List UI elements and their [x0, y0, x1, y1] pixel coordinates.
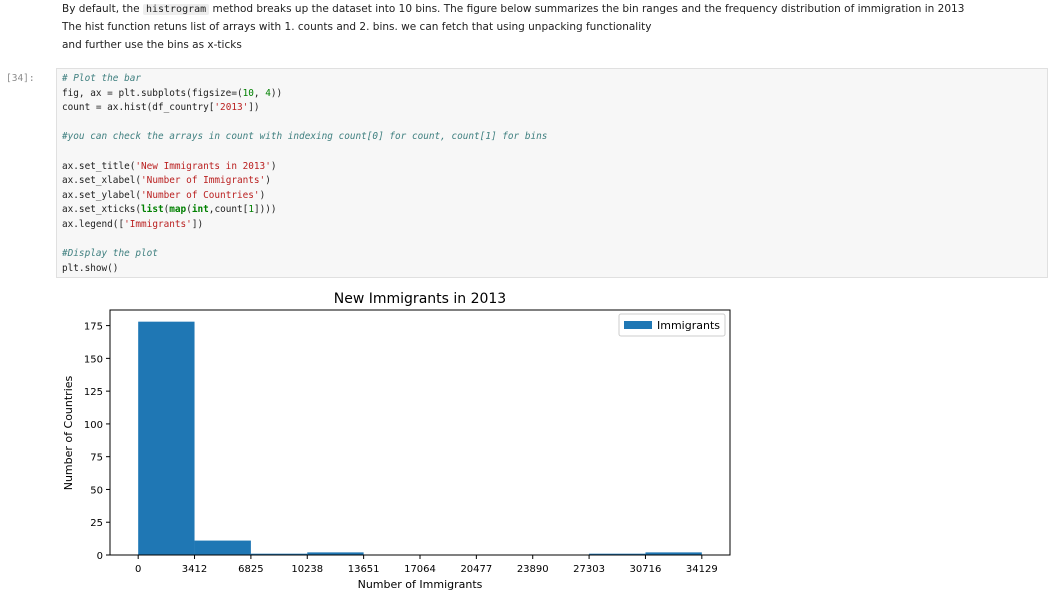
x-tick-label: 3412: [182, 564, 207, 575]
code-token: 1: [248, 204, 254, 216]
code-token: 'Number of Countries': [141, 189, 260, 201]
legend-frame: [618, 313, 726, 337]
x-tick-label: 17064: [404, 564, 436, 575]
histogram-chart: New Immigrants in 2013 0 25 50 75 100 125 150 1…: [62, 291, 731, 591]
y-tick-label: 75: [90, 453, 103, 464]
code-token: ax.legend([: [62, 218, 125, 230]
x-tick-label: 0: [135, 564, 141, 575]
markdown-line-1: By default, the histrogram method breaks…: [62, 0, 1022, 18]
code-token: list: [141, 204, 164, 216]
code-token: ,count[: [208, 204, 249, 216]
code-token: ax.set_ylabel(: [62, 189, 142, 201]
x-tick-label: 27303: [573, 564, 605, 575]
code-token: 10: [242, 87, 254, 99]
legend-label: Immigrants: [657, 319, 720, 332]
code-line: ax.set_xlabel('Number of Immigrants'): [62, 174, 547, 189]
code-token: '2013': [214, 102, 249, 114]
code-token: int: [191, 204, 209, 216]
histogram-bar: [194, 540, 251, 555]
code-token: ,: [253, 87, 266, 99]
code-line: ax.set_title('New Immigrants in 2013'): [62, 160, 547, 175]
code-line: count = ax.hist(df_country['2013']): [62, 101, 547, 116]
code-token: 'New Immigrants in 2013': [135, 160, 271, 172]
x-tick-label: 23890: [517, 564, 549, 575]
markdown-cell: By default, the histrogram method breaks…: [62, 0, 1022, 54]
code-line: [62, 233, 547, 248]
code-token: ax.set_xlabel(: [62, 175, 142, 187]
histogram-bar: [589, 553, 646, 555]
code-token: ax.set_title(: [62, 160, 136, 172]
code-token: count = ax.hist(df_country[: [62, 102, 215, 114]
code-line: ax.set_ylabel('Number of Countries'): [62, 189, 547, 204]
code-token: 'Number of Immigrants': [141, 175, 266, 187]
code-line: #Display the plot: [62, 247, 547, 262]
code-line: #you can check the arrays in count with …: [62, 130, 547, 145]
x-tick-label: 10238: [291, 564, 323, 575]
code-line: plt.show(): [62, 262, 547, 277]
y-axis-label: Number of Countries: [62, 375, 75, 490]
y-tick-label: 50: [90, 485, 103, 496]
code-token: ): [259, 189, 266, 201]
code-token: #you can check the arrays in count with …: [62, 131, 548, 143]
y-tick-label: 0: [97, 551, 103, 562]
code-token: ]): [248, 102, 260, 114]
code-token: ]))): [253, 204, 277, 216]
x-tick-label: 13651: [348, 564, 380, 575]
text: By default, the: [62, 3, 143, 15]
code-token: map: [169, 204, 187, 216]
code-token: ): [270, 160, 277, 172]
code-line: [62, 116, 547, 131]
markdown-line-2: The hist function retuns list of arrays …: [62, 21, 652, 33]
code-line: fig, ax = plt.subplots(figsize=(10, 4)): [62, 87, 547, 102]
text: method breaks up the dataset into 10 bin…: [209, 3, 965, 15]
code-token: 'Immigrants': [124, 218, 192, 230]
chart-title: New Immigrants in 2013: [334, 291, 506, 307]
y-tick-label: 100: [84, 420, 103, 431]
code-token: (: [163, 204, 170, 216]
plot-frame: [109, 309, 731, 556]
inline-code: histrogram: [142, 4, 210, 15]
code-token: 4: [265, 87, 271, 99]
code-token: plt.show(): [62, 262, 119, 274]
x-tick-label: 20477: [460, 564, 492, 575]
histogram-bar: [307, 552, 364, 555]
markdown-line-3: and further use the bins as x-ticks: [62, 39, 242, 51]
code-token: ): [265, 175, 271, 187]
histogram-bar: [250, 553, 308, 555]
legend-swatch: [624, 321, 652, 329]
code-token: fig, ax = plt.subplots(figsize=(: [62, 87, 243, 99]
x-tick-label: 34129: [686, 564, 718, 575]
x-axis-label: Number of Immigrants: [358, 578, 483, 591]
code-cell[interactable]: [56, 68, 1048, 278]
x-tick-label: 30716: [630, 564, 662, 575]
code-line: ax.set_xticks(list(map(int,count[1]))): [62, 203, 547, 218]
y-tick-label: 125: [84, 387, 103, 398]
x-tick-label: 6825: [238, 564, 263, 575]
code-token: )): [270, 87, 283, 99]
histogram-bar: [645, 552, 702, 555]
histogram-bar: [138, 321, 195, 555]
code-token: #Display the plot: [62, 248, 158, 260]
code-token: ]): [191, 218, 204, 230]
code-line: [62, 145, 547, 160]
code-token: (: [186, 204, 192, 216]
code-token: ax.set_xticks(: [62, 204, 142, 216]
legend: Immigrants: [618, 313, 726, 337]
y-tick-label: 175: [84, 322, 103, 333]
y-tick-label: 150: [84, 354, 103, 365]
code-token: # Plot the bar: [62, 73, 142, 84]
cell-prompt: [34]:: [6, 73, 35, 84]
code-line: ax.legend(['Immigrants']): [62, 218, 547, 233]
y-tick-label: 25: [90, 518, 103, 529]
code-line: # Plot the bar: [62, 72, 547, 87]
code-editor[interactable]: # Plot the bar fig, ax = plt.subplots(fig…: [62, 72, 547, 276]
